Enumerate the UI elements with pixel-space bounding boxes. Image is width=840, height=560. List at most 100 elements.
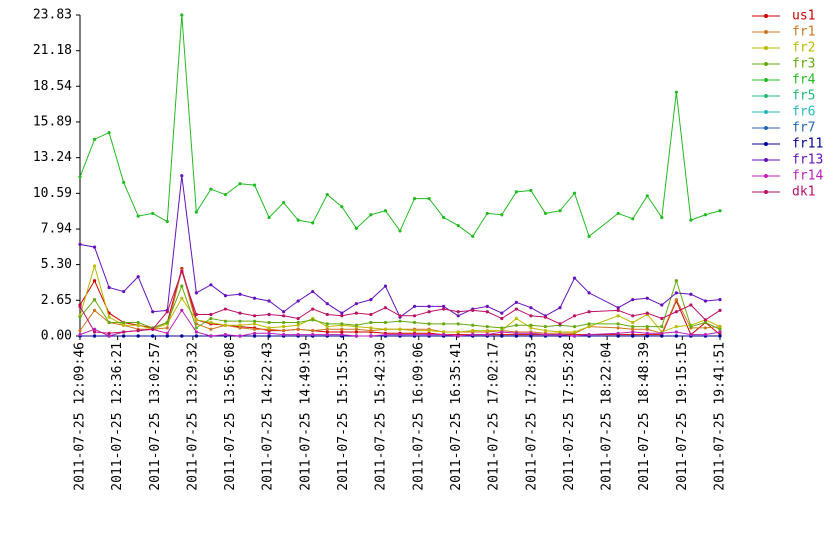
- data-point: [311, 307, 315, 311]
- data-point: [267, 334, 271, 338]
- data-point: [122, 320, 126, 325]
- data-point: [194, 334, 198, 338]
- data-point: [209, 283, 213, 287]
- data-point: [340, 333, 344, 337]
- data-point: [296, 327, 300, 331]
- data-point: [354, 311, 358, 315]
- data-point: [122, 180, 126, 185]
- data-point: [252, 319, 257, 323]
- data-point: [209, 312, 213, 317]
- y-tick-label: 23.83: [33, 8, 72, 23]
- data-point: [383, 209, 388, 213]
- data-point: [165, 219, 169, 224]
- data-point: [107, 331, 111, 335]
- data-point: [660, 324, 664, 329]
- data-point: [107, 320, 111, 325]
- data-point: [383, 284, 388, 288]
- data-point: [296, 323, 300, 327]
- data-point: [587, 291, 591, 295]
- data-point: [340, 314, 344, 318]
- data-point: [223, 333, 228, 337]
- y-tick-label: 0.00: [41, 329, 72, 344]
- data-point: [398, 319, 402, 323]
- legend-dot: [764, 126, 768, 130]
- y-tick-label: 18.54: [33, 79, 72, 94]
- data-point: [107, 130, 111, 135]
- data-point: [383, 327, 388, 331]
- data-point: [107, 334, 111, 338]
- data-point: [703, 333, 708, 337]
- x-tick-label: 2011-07-25 17:28:53: [524, 342, 539, 491]
- x-tick-label: 2011-07-25 16:09:06: [411, 342, 426, 491]
- data-point: [689, 218, 693, 222]
- data-point: [325, 333, 329, 337]
- data-point: [631, 327, 635, 331]
- data-point: [572, 314, 577, 318]
- data-point: [703, 320, 708, 325]
- legend-label: fr6: [792, 105, 815, 120]
- data-point: [194, 318, 198, 322]
- data-point: [267, 299, 271, 303]
- data-point: [136, 329, 140, 333]
- data-point: [311, 333, 315, 337]
- data-point: [296, 299, 300, 303]
- series-line: [79, 279, 721, 330]
- legend-dot: [764, 14, 768, 18]
- data-point: [354, 327, 358, 331]
- data-point: [252, 322, 257, 326]
- data-point: [631, 298, 635, 302]
- data-point: [500, 316, 504, 321]
- data-point: [442, 333, 446, 337]
- data-point: [340, 205, 344, 209]
- data-point: [340, 330, 344, 334]
- data-point: [631, 217, 635, 221]
- data-point: [456, 334, 460, 338]
- data-point: [587, 310, 591, 314]
- x-tick-label: 2011-07-25 15:42:30: [374, 342, 389, 491]
- data-point: [674, 279, 678, 283]
- data-point: [631, 334, 635, 338]
- data-point: [282, 314, 286, 318]
- data-point: [383, 306, 388, 310]
- data-point: [558, 322, 562, 326]
- data-point: [529, 331, 533, 335]
- data-point: [616, 322, 620, 326]
- data-point: [514, 334, 518, 338]
- legend-label: dk1: [792, 185, 815, 200]
- data-point: [136, 320, 140, 325]
- data-point: [165, 310, 169, 314]
- data-point: [485, 324, 489, 329]
- data-point: [514, 331, 518, 335]
- data-point: [558, 209, 562, 213]
- data-point: [616, 308, 620, 313]
- data-point: [703, 213, 708, 217]
- data-point: [122, 334, 126, 338]
- data-point: [194, 326, 198, 330]
- legend-label: fr4: [792, 73, 816, 88]
- data-point: [180, 269, 184, 273]
- data-point: [471, 333, 475, 337]
- data-point: [252, 314, 257, 318]
- data-point: [718, 327, 722, 331]
- data-point: [267, 331, 271, 335]
- data-point: [165, 334, 169, 338]
- data-point: [645, 311, 649, 315]
- data-point: [631, 314, 635, 318]
- legend-label: fr11: [792, 137, 823, 152]
- data-point: [369, 320, 373, 325]
- data-point: [282, 320, 286, 325]
- x-tick-label: 2011-07-25 15:15:55: [336, 342, 351, 491]
- data-point: [209, 320, 213, 325]
- data-point: [122, 289, 126, 294]
- y-tick-label: 13.24: [33, 150, 72, 165]
- data-point: [398, 314, 402, 318]
- x-tick-label: 2011-07-25 17:02:17: [487, 342, 502, 491]
- data-point: [151, 310, 155, 314]
- data-point: [500, 334, 504, 338]
- data-point: [209, 327, 213, 331]
- data-point: [500, 213, 504, 217]
- data-point: [529, 326, 533, 330]
- data-point: [325, 312, 329, 317]
- data-point: [223, 319, 228, 323]
- data-point: [194, 330, 198, 334]
